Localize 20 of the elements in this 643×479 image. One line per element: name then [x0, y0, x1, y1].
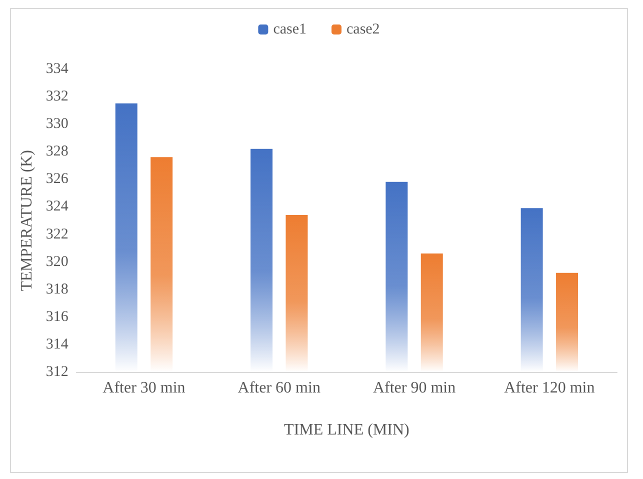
legend-label: case1 — [273, 22, 306, 38]
y-tick-label: 326 — [46, 171, 69, 188]
y-tick-label: 328 — [46, 144, 68, 160]
y-tick-label: 320 — [46, 254, 68, 270]
x-tick-label: After 120 min — [504, 380, 595, 396]
legend-label: case2 — [346, 22, 380, 38]
y-tick-label: 330 — [46, 116, 68, 132]
y-tick-label: 316 — [46, 308, 69, 325]
y-tick-label: 332 — [46, 88, 68, 105]
x-axis-title: TIME LINE (MIN) — [284, 422, 410, 438]
y-tick-label: 334 — [46, 61, 69, 77]
y-tick-label: 314 — [46, 336, 69, 352]
y-tick-label: 318 — [46, 281, 68, 298]
y-tick-label: 322 — [46, 226, 68, 242]
y-axis-title: TEMPERATURE (K) — [18, 150, 36, 291]
x-tick-label: After 90 min — [372, 380, 456, 396]
x-tick-label: After 60 min — [238, 380, 320, 396]
x-tick-label: After 30 min — [102, 380, 186, 396]
y-tick-label: 312 — [46, 364, 68, 380]
y-tick-label: 324 — [46, 198, 69, 215]
